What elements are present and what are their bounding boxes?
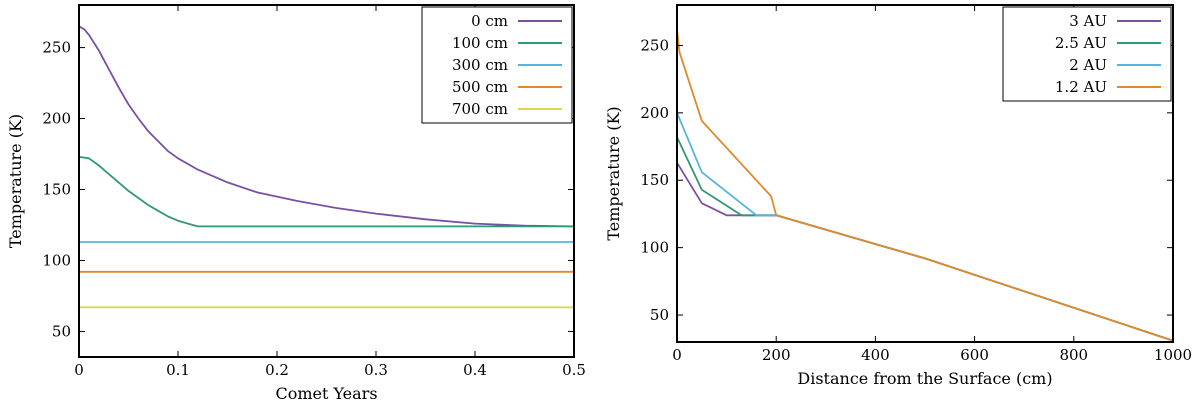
legend-label-1: 100 cm: [452, 34, 508, 52]
x-tick-label: 1000: [1154, 346, 1192, 364]
y-tick-label: 200: [640, 104, 669, 122]
y-tick-label: 200: [42, 110, 71, 128]
x-axis-label: Distance from the Surface (cm): [797, 369, 1052, 388]
x-tick-label: 200: [762, 346, 791, 364]
x-tick-label: 800: [1059, 346, 1088, 364]
x-tick-label: 0.1: [166, 361, 190, 379]
axes-frame: [676, 4, 1174, 343]
x-tick-label: 400: [861, 346, 890, 364]
y-tick-label: 150: [42, 181, 71, 199]
right-chart-panel: 0 200 400 600 800 1000 50 100 150 200 250 Distance …: [604, 4, 1192, 388]
legend: 0 cm 100 cm 300 cm 500 cm 700 cm: [421, 6, 573, 124]
series-line-0: [677, 162, 1173, 342]
legend-label-0: 0 cm: [471, 12, 508, 30]
legend-label-2: 300 cm: [452, 56, 508, 74]
y-tick-label: 250: [42, 39, 71, 57]
legend-label-0: 3 AU: [1069, 12, 1107, 30]
y-tick-label: 250: [640, 36, 669, 54]
x-tick-label: 0: [74, 361, 84, 379]
y-axis-label: Temperature (K): [604, 106, 623, 240]
y-tick-label: 50: [52, 322, 71, 340]
x-tick-label: 600: [960, 346, 989, 364]
y-tick-label: 100: [640, 239, 669, 257]
series-line-1: [677, 136, 1173, 342]
series-line-3: [677, 29, 1173, 342]
axes-frame: [78, 4, 575, 358]
x-tick-label: 0: [672, 346, 682, 364]
y-axis-label: Temperature (K): [6, 114, 25, 248]
legend-label-2: 2 AU: [1069, 56, 1107, 74]
x-tick-label: 0.4: [463, 361, 487, 379]
y-tick-label: 100: [42, 251, 71, 269]
y-tick-label: 50: [650, 306, 669, 324]
series-line-2: [677, 112, 1173, 342]
series-line-0: [79, 25, 574, 228]
plot-area: [79, 25, 574, 309]
legend-label-3: 500 cm: [452, 78, 508, 96]
x-tick-label: 0.3: [364, 361, 388, 379]
x-axis-label: Comet Years: [275, 384, 377, 403]
legend-label-3: 1.2 AU: [1055, 78, 1107, 96]
x-tick-label: 0.2: [265, 361, 289, 379]
series-line-1: [79, 156, 574, 228]
y-tick-label: 150: [640, 171, 669, 189]
left-chart-panel: 0 0.1 0.2 0.3 0.4 0.5 50 100 150 200 250 Comet Year…: [6, 4, 586, 403]
legend-label-4: 700 cm: [452, 100, 508, 118]
legend: 3 AU 2.5 AU 2 AU 1.2 AU: [1002, 6, 1172, 102]
legend-box: [1002, 6, 1172, 102]
legend-label-1: 2.5 AU: [1055, 34, 1107, 52]
plot-area: [677, 29, 1173, 342]
x-tick-label: 0.5: [562, 361, 586, 379]
